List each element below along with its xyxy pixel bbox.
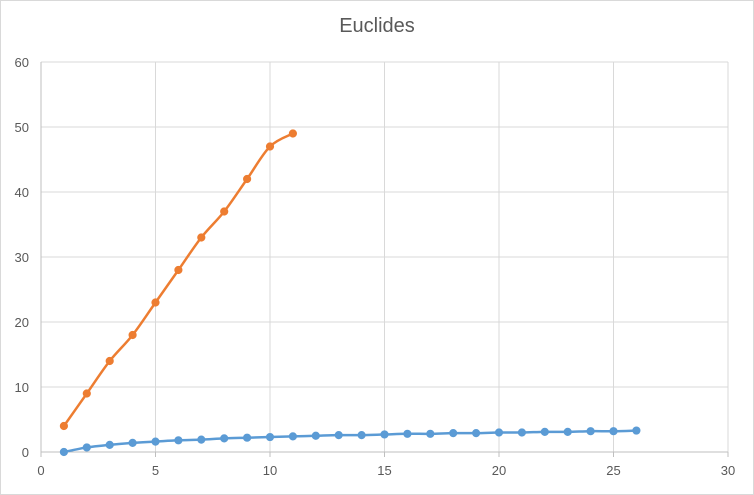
- data-point-series-2: [128, 330, 137, 340]
- data-point-series-1: [449, 429, 458, 438]
- data-point-series-1: [197, 435, 206, 444]
- data-point-series-2: [197, 233, 206, 242]
- y-tick-label: 10: [15, 380, 29, 395]
- data-point-series-1: [494, 428, 504, 437]
- x-tick-label: 5: [152, 463, 159, 478]
- data-point-series-1: [220, 434, 229, 443]
- data-point-series-1: [609, 427, 618, 436]
- x-tick-label: 0: [37, 463, 44, 478]
- data-point-series-2: [243, 174, 252, 184]
- x-tick-label: 25: [606, 463, 620, 478]
- data-point-series-1: [563, 427, 572, 436]
- x-tick-label: 30: [721, 463, 735, 478]
- data-point-series-1: [288, 432, 297, 441]
- y-tick-label: 0: [22, 445, 29, 460]
- data-point-series-1: [380, 430, 389, 439]
- data-point-series-1: [632, 426, 641, 435]
- data-point-series-1: [128, 438, 137, 447]
- series-line-2: [62, 132, 295, 428]
- data-point-series-1: [243, 433, 252, 442]
- data-point-series-1: [334, 431, 343, 440]
- x-tick-label: 20: [492, 463, 506, 478]
- x-tick-label: 10: [263, 463, 277, 478]
- data-point-series-1: [517, 428, 527, 437]
- data-point-series-1: [151, 437, 160, 446]
- data-point-series-1: [105, 440, 114, 449]
- data-point-series-1: [426, 429, 435, 438]
- data-point-series-1: [586, 427, 595, 436]
- data-point-series-2: [265, 142, 275, 151]
- data-point-series-1: [403, 429, 412, 438]
- data-point-series-2: [59, 421, 69, 431]
- data-point-series-2: [288, 129, 297, 138]
- y-tick-label: 60: [15, 55, 29, 70]
- series-line-1: [62, 429, 638, 454]
- data-point-series-1: [82, 443, 91, 452]
- data-point-series-1: [59, 447, 69, 457]
- y-tick-label: 50: [15, 120, 29, 135]
- y-tick-label: 40: [15, 185, 29, 200]
- data-point-series-1: [472, 429, 481, 438]
- data-point-series-2: [174, 265, 183, 275]
- x-tick-label: 15: [377, 463, 391, 478]
- data-point-series-2: [220, 207, 229, 216]
- data-point-series-1: [357, 431, 366, 440]
- y-tick-label: 30: [15, 250, 29, 265]
- data-point-series-2: [82, 389, 91, 398]
- data-point-series-1: [174, 436, 183, 445]
- data-point-series-2: [151, 298, 160, 307]
- chart-title: Euclides: [339, 15, 415, 37]
- data-point-series-1: [311, 431, 320, 440]
- data-point-series-2: [105, 356, 114, 366]
- data-point-series-1: [540, 427, 549, 436]
- y-tick-label: 20: [15, 315, 29, 330]
- data-point-series-1: [265, 432, 275, 442]
